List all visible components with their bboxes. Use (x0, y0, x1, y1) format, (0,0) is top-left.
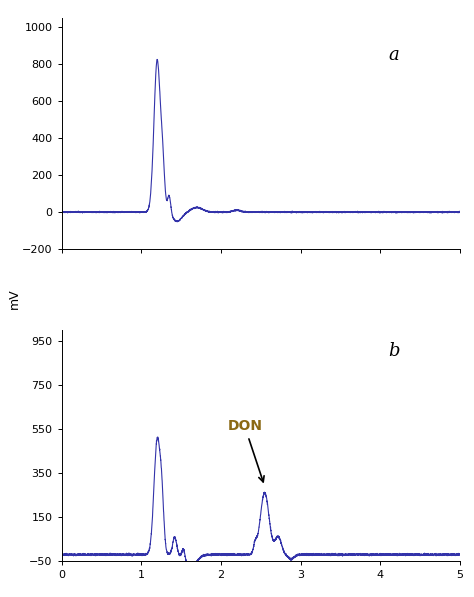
Text: DON: DON (227, 420, 264, 482)
Text: mV: mV (8, 288, 21, 309)
Text: b: b (388, 341, 400, 359)
Text: a: a (388, 45, 399, 64)
